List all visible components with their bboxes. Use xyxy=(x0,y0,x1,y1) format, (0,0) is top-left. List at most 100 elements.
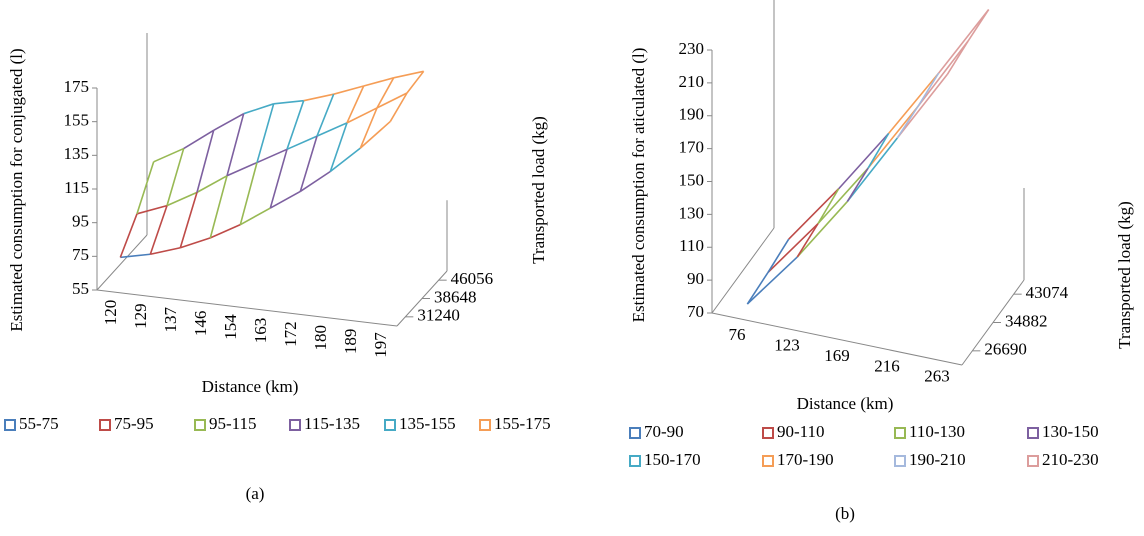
surface-mesh xyxy=(196,175,228,194)
surface-mesh xyxy=(376,77,395,109)
surface-mesh xyxy=(867,132,890,169)
surface-mesh xyxy=(817,188,840,225)
surface-mesh xyxy=(120,253,151,259)
floor-edge xyxy=(711,227,775,314)
surface-mesh xyxy=(917,40,969,107)
surface-mesh xyxy=(239,207,271,226)
surface-mesh xyxy=(256,148,288,164)
legend-marker xyxy=(762,455,774,467)
y-tick-label: 110 xyxy=(679,236,704,255)
caption: (b) xyxy=(835,504,855,523)
legend-marker xyxy=(894,427,906,439)
surface-mesh xyxy=(896,105,919,139)
surface-mesh xyxy=(166,148,185,206)
surface-mesh xyxy=(269,190,301,209)
surface-mesh xyxy=(946,40,969,75)
surface-mesh xyxy=(746,271,769,305)
floor-edge xyxy=(96,234,148,291)
surface-mesh xyxy=(967,9,990,42)
surface-mesh xyxy=(180,237,211,249)
legend-label: 190-210 xyxy=(909,450,966,469)
y-tick-label: 130 xyxy=(679,203,705,222)
surface-mesh xyxy=(393,70,424,79)
surface-mesh xyxy=(239,162,258,225)
surface-mesh xyxy=(210,223,241,239)
legend-marker xyxy=(384,419,396,431)
surface-mesh xyxy=(746,256,798,305)
y-tick-label: 95 xyxy=(72,212,89,231)
surface-mesh xyxy=(917,72,940,107)
x-tick-label: 163 xyxy=(251,318,270,344)
surface-mesh xyxy=(243,103,274,115)
x-axis-title: Distance (km) xyxy=(202,377,299,396)
x-tick-label: 189 xyxy=(341,329,360,355)
z-tick-label: 43074 xyxy=(1026,283,1069,302)
x-tick-label: 169 xyxy=(824,346,850,365)
surface-mesh xyxy=(796,201,848,258)
surface-mesh xyxy=(183,129,215,150)
legend-marker xyxy=(762,427,774,439)
y-tick-label: 75 xyxy=(72,245,89,264)
surface-mesh xyxy=(359,120,391,149)
surface-mesh xyxy=(767,238,790,273)
surface-mesh xyxy=(166,191,198,207)
surface-mesh xyxy=(767,223,819,273)
legend-label: 115-135 xyxy=(304,414,360,433)
floor-edge xyxy=(711,312,963,366)
y-tick-label: 175 xyxy=(64,77,90,96)
legend-label: 170-190 xyxy=(777,450,834,469)
legend-marker xyxy=(4,419,16,431)
surface-mesh xyxy=(226,113,245,176)
caption: (a) xyxy=(246,484,265,503)
surface-mesh xyxy=(346,85,365,124)
surface-mesh xyxy=(316,122,348,137)
x-tick-label: 180 xyxy=(311,325,330,351)
x-axis-title: Distance (km) xyxy=(797,394,894,413)
z-tick-label: 31240 xyxy=(417,306,460,325)
surface-mesh xyxy=(303,93,334,102)
x-tick-label: 146 xyxy=(191,311,210,337)
surface-mesh xyxy=(149,205,168,255)
y-tick-label: 155 xyxy=(64,111,90,130)
surface-mesh xyxy=(389,92,408,122)
x-tick-label: 197 xyxy=(371,332,390,358)
legend-label: 130-150 xyxy=(1042,422,1099,441)
surface-mesh xyxy=(896,73,948,139)
surface-mesh xyxy=(406,70,425,94)
legend-marker xyxy=(629,455,641,467)
legend-marker xyxy=(99,419,111,431)
surface-mesh xyxy=(226,161,258,177)
surface-mesh xyxy=(119,213,138,258)
surface-mesh xyxy=(286,135,318,151)
surface-mesh xyxy=(788,188,840,240)
legend-label: 75-95 xyxy=(114,414,154,433)
surface-mesh xyxy=(846,167,869,202)
surface-mesh xyxy=(938,9,990,74)
y-tick-label: 115 xyxy=(64,178,89,197)
surface-mesh xyxy=(867,105,919,169)
surface-mesh xyxy=(316,93,335,137)
legend-label: 155-175 xyxy=(494,414,551,433)
surface-mesh xyxy=(273,99,304,105)
y-axis-title: Estimated consumption for aticulated (l) xyxy=(629,48,648,323)
z-axis-title: Transported load (kg) xyxy=(1115,201,1134,349)
surface-mesh xyxy=(846,137,898,203)
x-tick-label: 123 xyxy=(774,336,800,355)
y-tick-label: 210 xyxy=(679,72,705,91)
surface-mesh xyxy=(363,77,394,87)
x-tick-label: 76 xyxy=(729,325,746,344)
surface-mesh xyxy=(153,147,184,163)
surface-mesh xyxy=(179,192,198,248)
surface-mesh xyxy=(329,122,348,172)
surface-mesh xyxy=(136,204,168,215)
z-tick-label: 34882 xyxy=(1005,311,1048,330)
y-tick-label: 230 xyxy=(679,39,705,58)
legend-marker xyxy=(479,419,491,431)
surface-mesh xyxy=(838,132,890,190)
legend-label: 110-130 xyxy=(909,422,965,441)
legend-label: 210-230 xyxy=(1042,450,1099,469)
legend-label: 95-115 xyxy=(209,414,257,433)
x-tick-label: 137 xyxy=(161,307,180,333)
surface-mesh xyxy=(888,72,940,134)
legend-label: 150-170 xyxy=(644,450,701,469)
